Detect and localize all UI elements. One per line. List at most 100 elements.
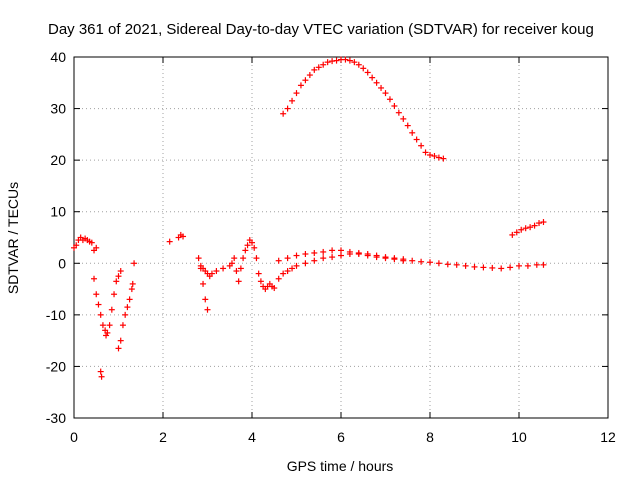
- data-point: [320, 255, 327, 262]
- data-point: [251, 244, 258, 251]
- data-point: [453, 261, 460, 268]
- data-point: [324, 59, 331, 66]
- data-point: [244, 242, 251, 249]
- data-point: [489, 264, 496, 271]
- data-point: [284, 105, 291, 112]
- data-point: [180, 233, 187, 240]
- data-point: [400, 256, 407, 263]
- data-point: [122, 311, 129, 318]
- data-point: [106, 322, 113, 329]
- data-point: [213, 268, 220, 275]
- data-point: [462, 262, 469, 269]
- data-point: [444, 261, 451, 268]
- data-point: [311, 66, 318, 73]
- data-point: [289, 97, 296, 104]
- data-point: [369, 74, 376, 81]
- data-point: [378, 84, 385, 91]
- data-point: [320, 248, 327, 255]
- data-point: [409, 257, 416, 264]
- data-point: [409, 129, 416, 136]
- data-point: [208, 270, 215, 277]
- data-point: [427, 259, 433, 266]
- data-point: [382, 90, 389, 97]
- data-point: [536, 220, 543, 227]
- data-point: [115, 345, 122, 352]
- y-tick-label: 20: [50, 152, 66, 168]
- data-point: [431, 153, 438, 160]
- data-point: [351, 59, 358, 66]
- x-tick-label: 2: [159, 429, 167, 445]
- data-point: [540, 261, 547, 268]
- x-tick-label: 0: [70, 429, 78, 445]
- data-point: [355, 249, 362, 256]
- y-tick-label: 10: [50, 204, 66, 220]
- data-point: [507, 264, 514, 271]
- data-point: [435, 154, 442, 161]
- data-point: [471, 263, 478, 270]
- data-point: [228, 260, 235, 267]
- data-point: [97, 368, 104, 375]
- data-point: [435, 260, 442, 267]
- data-point: [364, 251, 371, 258]
- data-point: [338, 247, 344, 254]
- data-point: [364, 69, 371, 76]
- data-point: [498, 265, 505, 272]
- data-point: [400, 115, 407, 122]
- data-point: [293, 252, 300, 259]
- axis-ticks: 0 2 4 6 8 10 12 -30 -20 -10 0 10 20 30 40: [46, 49, 616, 445]
- data-point: [97, 311, 104, 318]
- data-point: [231, 255, 238, 262]
- data-point: [302, 251, 309, 258]
- data-point: [413, 136, 420, 143]
- data-point: [509, 231, 516, 238]
- data-point: [422, 149, 429, 156]
- data-point: [91, 275, 98, 282]
- data-point: [128, 286, 135, 293]
- data-point: [98, 373, 105, 380]
- data-point: [293, 90, 300, 97]
- x-tick-label: 10: [511, 429, 527, 445]
- data-point: [249, 239, 255, 246]
- data-point: [233, 268, 240, 275]
- data-point: [280, 270, 287, 277]
- data-point: [311, 249, 318, 256]
- data-point: [522, 225, 529, 232]
- x-tick-label: 4: [248, 429, 256, 445]
- data-point: [297, 82, 304, 89]
- data-point: [240, 255, 247, 262]
- data-point: [202, 296, 209, 303]
- data-point: [391, 255, 398, 262]
- data-point: [386, 96, 393, 103]
- data-point: [280, 110, 287, 117]
- data-point: [284, 268, 291, 275]
- data-point: [204, 306, 211, 313]
- data-point: [200, 280, 207, 287]
- data-point: [73, 242, 80, 249]
- data-point: [271, 285, 278, 292]
- data-point: [480, 264, 487, 271]
- data-point: [533, 261, 540, 268]
- data-point: [355, 61, 362, 68]
- x-axis-label: GPS time / hours: [287, 458, 394, 474]
- x-tick-label: 12: [600, 429, 616, 445]
- data-point: [293, 262, 300, 269]
- data-point: [531, 222, 538, 229]
- data-point: [220, 265, 227, 272]
- y-tick-label: 30: [50, 101, 66, 117]
- data-point: [527, 224, 534, 231]
- data-point: [418, 142, 425, 149]
- data-point: [306, 72, 313, 79]
- chart-title: Day 361 of 2021, Sidereal Day-to-day VTE…: [48, 21, 594, 38]
- data-point: [253, 255, 260, 262]
- data-point: [302, 77, 309, 84]
- data-point: [284, 255, 291, 262]
- data-point: [440, 155, 447, 162]
- x-tick-label: 6: [337, 429, 345, 445]
- x-tick-label: 8: [426, 429, 434, 445]
- data-point: [382, 254, 389, 261]
- data-point: [540, 219, 547, 226]
- data-point: [338, 252, 344, 259]
- data-point: [93, 244, 100, 251]
- data-point: [104, 329, 111, 336]
- data-point: [124, 304, 131, 311]
